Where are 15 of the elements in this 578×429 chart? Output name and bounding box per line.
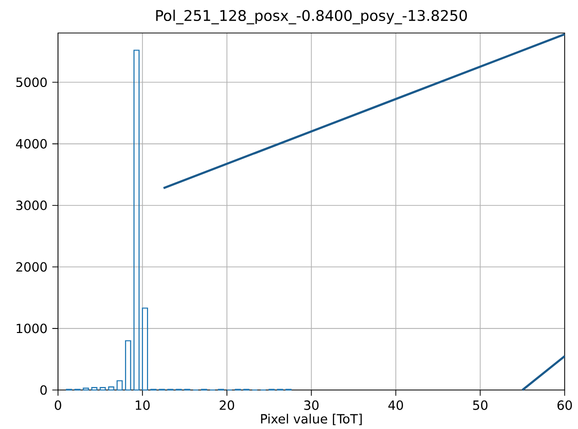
y-tick-label: 2000 bbox=[16, 262, 47, 272]
x-tick-label: 60 bbox=[557, 400, 572, 410]
y-tick-label: 1000 bbox=[16, 324, 47, 334]
x-axis-title: Pixel value [ToT] bbox=[261, 414, 362, 426]
x-tick-label: 0 bbox=[54, 400, 62, 410]
x-tick-label: 10 bbox=[136, 400, 150, 410]
x-tick-label: 40 bbox=[388, 400, 403, 410]
y-tick-label: 5000 bbox=[16, 77, 47, 88]
y-tick-label: 3000 bbox=[16, 200, 47, 210]
x-tick-label: 50 bbox=[473, 400, 488, 410]
x-tick-label: 20 bbox=[220, 400, 234, 410]
y-tick-label: 4000 bbox=[16, 139, 47, 149]
chart-title: Pol_251_128_posx_-0.8400_posy_-13.8250 bbox=[156, 10, 467, 24]
x-tick-label: 30 bbox=[304, 400, 319, 410]
y-tick-label: 0 bbox=[40, 385, 47, 395]
